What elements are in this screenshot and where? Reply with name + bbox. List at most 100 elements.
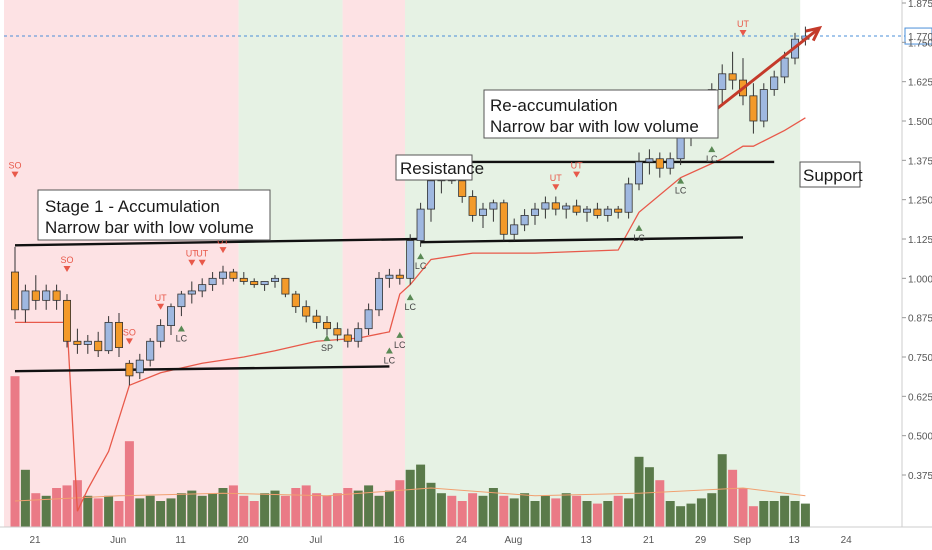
signal-down-marker [739, 30, 747, 37]
zone-1 [238, 0, 343, 527]
volume-bar [592, 503, 602, 527]
volume-bar [280, 495, 290, 527]
candle-body [478, 208, 487, 216]
signal-down-marker [188, 259, 196, 266]
time-tick-label: 29 [695, 535, 707, 546]
signal-label: LC [633, 233, 645, 243]
candle-body [281, 277, 290, 295]
volume-bar [717, 454, 727, 527]
signal-ut: UT [550, 173, 562, 191]
candle-body [146, 340, 155, 361]
volume-average-line [14, 487, 806, 502]
volume-bar [343, 488, 353, 527]
candle [614, 205, 623, 219]
volume-bar [249, 501, 259, 527]
signal-lc: LC [675, 177, 687, 196]
signal-up-marker [396, 331, 404, 338]
price-tick-label: 1.125 [908, 235, 932, 246]
signal-label: SP [321, 343, 333, 353]
trend-lines [14, 160, 775, 373]
candle-body [198, 284, 207, 292]
signal-lc: LC [384, 347, 396, 366]
candle-body [187, 290, 196, 295]
time-tick-label: Aug [505, 535, 523, 546]
signal-lc: LC [706, 146, 718, 164]
candle-body [135, 359, 144, 374]
volume-bar [353, 490, 363, 527]
candle-body [270, 277, 279, 282]
volume-bar [93, 498, 103, 527]
volume-bar [312, 493, 322, 527]
volume-average [14, 487, 806, 502]
volume-bar [655, 480, 665, 527]
candle [73, 328, 82, 354]
signal-label: UT [571, 161, 583, 171]
volume-bar [187, 490, 197, 527]
signal-down-marker [11, 171, 19, 178]
candle [333, 322, 342, 342]
candle-body [177, 293, 186, 308]
candle-body [333, 328, 342, 336]
candle-body [635, 161, 644, 185]
signal-so: SO [8, 161, 22, 178]
volume-bar [10, 376, 20, 527]
candle-body [218, 271, 227, 279]
volume-bar [457, 501, 467, 527]
reaccumulation-title: Re-accumulation [490, 96, 618, 115]
candle-body [759, 89, 768, 122]
zone-3 [405, 0, 801, 527]
candle-body [676, 136, 685, 160]
candle [562, 202, 571, 219]
volume-bar [374, 495, 384, 527]
price-tick-label: 0.625 [908, 392, 932, 403]
volume-bar [478, 495, 488, 527]
candle [146, 338, 155, 367]
candle-body [21, 290, 30, 311]
candle [229, 268, 238, 282]
candle-body [385, 274, 394, 279]
signal-label: LC [384, 356, 396, 366]
signal-lc: LC [404, 294, 416, 312]
signal-ut: UT [196, 249, 209, 266]
volume-bar [41, 495, 51, 527]
volume-bar [468, 493, 478, 527]
volume-bar [499, 495, 509, 527]
candle-body [125, 362, 134, 377]
candle-body [52, 290, 61, 301]
volume-bar [780, 495, 790, 527]
signal-lc: LC [176, 325, 188, 344]
volume-bar [530, 501, 540, 527]
price-tag [904, 27, 932, 45]
candle-body [718, 73, 727, 90]
candle [635, 152, 644, 191]
candle-body [208, 277, 217, 286]
volume-bar [644, 467, 654, 527]
candle [531, 202, 540, 225]
volume-bar [208, 493, 218, 527]
candle [343, 328, 352, 348]
volume-bar [520, 493, 530, 527]
signal-down-marker [219, 247, 227, 254]
signal-so: SO [60, 255, 74, 273]
candle [551, 196, 560, 216]
candle-body [520, 214, 529, 226]
candle [104, 316, 113, 354]
candle [94, 331, 103, 357]
support-label: Support [803, 166, 863, 185]
price-tick-label: 1.000 [908, 274, 932, 285]
candle-body [728, 73, 737, 81]
volume-bar [436, 493, 446, 527]
signal-down-marker [198, 259, 206, 266]
candle [458, 177, 467, 203]
volume-bar [707, 493, 717, 527]
candle [624, 177, 633, 219]
signal-label: SO [8, 161, 21, 171]
candle [489, 199, 498, 222]
candle [572, 199, 581, 216]
candle [645, 149, 654, 175]
candle-body [499, 202, 508, 235]
volume-bar [634, 456, 644, 527]
candle-body [156, 325, 165, 342]
candle-body [624, 183, 633, 213]
time-tick-label: 24 [841, 535, 853, 546]
